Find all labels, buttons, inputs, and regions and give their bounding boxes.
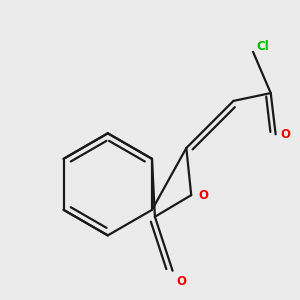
Text: Cl: Cl [256, 40, 269, 53]
Text: O: O [198, 189, 208, 202]
Text: O: O [176, 274, 187, 288]
Text: O: O [280, 128, 290, 141]
